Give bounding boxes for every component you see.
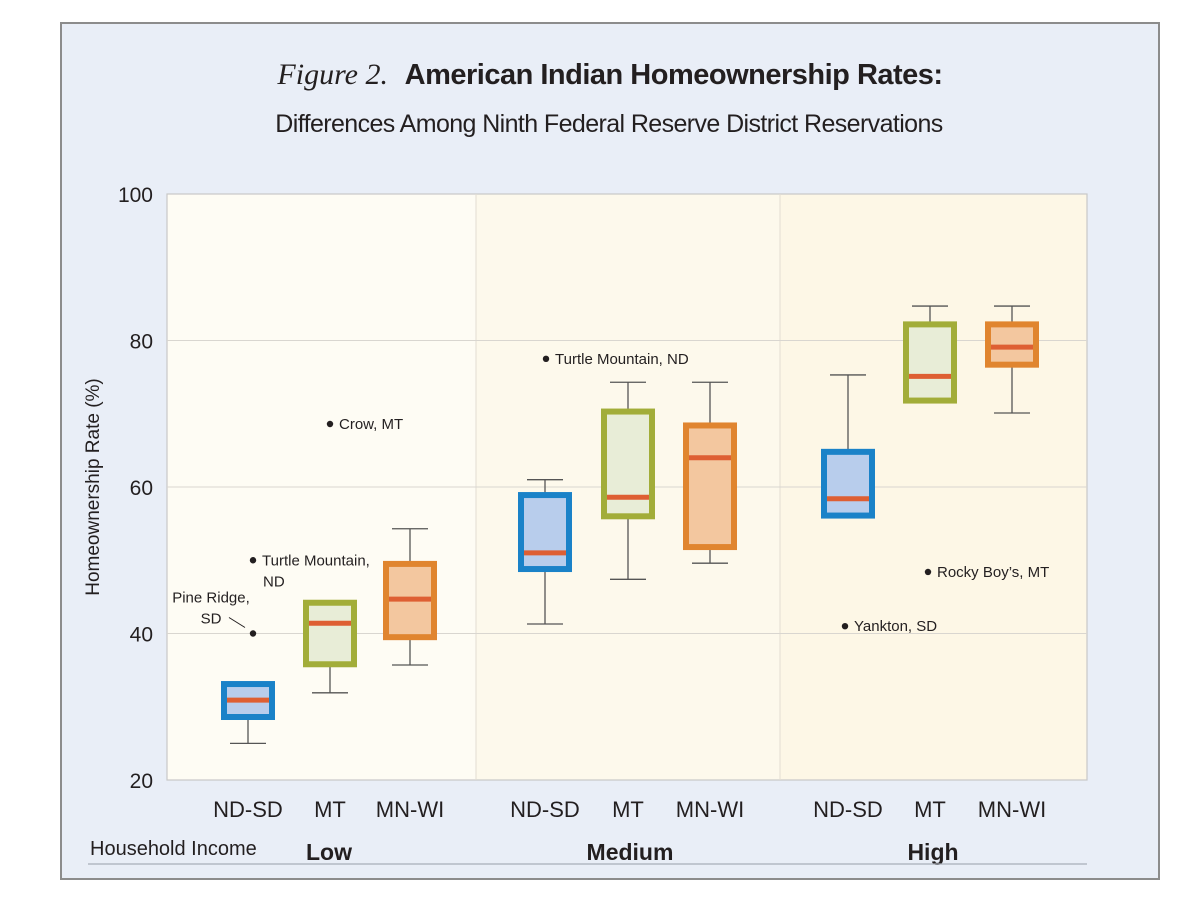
x-tick-label: ND-SD (813, 797, 883, 822)
outlier-label: Pine Ridge, (172, 590, 250, 607)
x-tick-label: MT (914, 797, 946, 822)
x-tick-label: MT (612, 797, 644, 822)
box-medium-mn-wi (683, 422, 737, 551)
y-tick-label: 80 (130, 331, 153, 354)
figure-label: Figure 2. (277, 58, 388, 91)
x-tick-label: ND-SD (213, 797, 283, 822)
outlier-label: Turtle Mountain, ND (555, 351, 689, 368)
box-high-mt (903, 321, 957, 404)
x-axis-label: Household Income (90, 838, 257, 860)
outlier-label: ND (263, 573, 285, 590)
box-high-mn-wi (985, 321, 1039, 368)
group-label-high: High (907, 839, 958, 865)
outlier-point (542, 355, 550, 363)
y-axis-label: Homeownership Rate (%) (83, 378, 104, 596)
box-low-mt (303, 599, 357, 668)
outlier-point (326, 420, 334, 428)
y-tick-label: 20 (130, 770, 153, 793)
y-tick-label: 60 (130, 477, 153, 500)
x-tick-label: MN-WI (978, 797, 1046, 822)
outlier-point (841, 622, 849, 630)
box-medium-mt (601, 408, 655, 520)
y-tick-label: 100 (118, 184, 153, 207)
outlier-label: SD (201, 611, 222, 628)
x-tick-label: ND-SD (510, 797, 580, 822)
x-tick-label: MN-WI (376, 797, 444, 822)
outlier-label: Crow, MT (339, 416, 403, 433)
group-label-medium: Medium (587, 839, 674, 865)
outlier-point (249, 630, 257, 637)
group-label-low: Low (306, 839, 352, 865)
outlier-point (249, 557, 257, 564)
x-tick-label: MT (314, 797, 346, 822)
x-tick-label: MN-WI (676, 797, 744, 822)
chart-subtitle: Differences Among Ninth Federal Reserve … (275, 110, 943, 138)
outlier-label: Rocky Boy’s, MT (937, 564, 1049, 581)
y-tick-label: 40 (130, 624, 153, 647)
box-medium-nd-sd (518, 492, 572, 573)
outlier-point (924, 568, 932, 576)
outlier-leader-line (228, 617, 246, 628)
outlier-label: Turtle Mountain, (262, 552, 370, 569)
outlier-label: Yankton, SD (854, 618, 937, 635)
figure-title: Figure 2. American Indian Homeownership … (0, 58, 1200, 92)
box-high-nd-sd (821, 448, 875, 519)
chart-title: American Indian Homeownership Rates: (404, 59, 943, 91)
